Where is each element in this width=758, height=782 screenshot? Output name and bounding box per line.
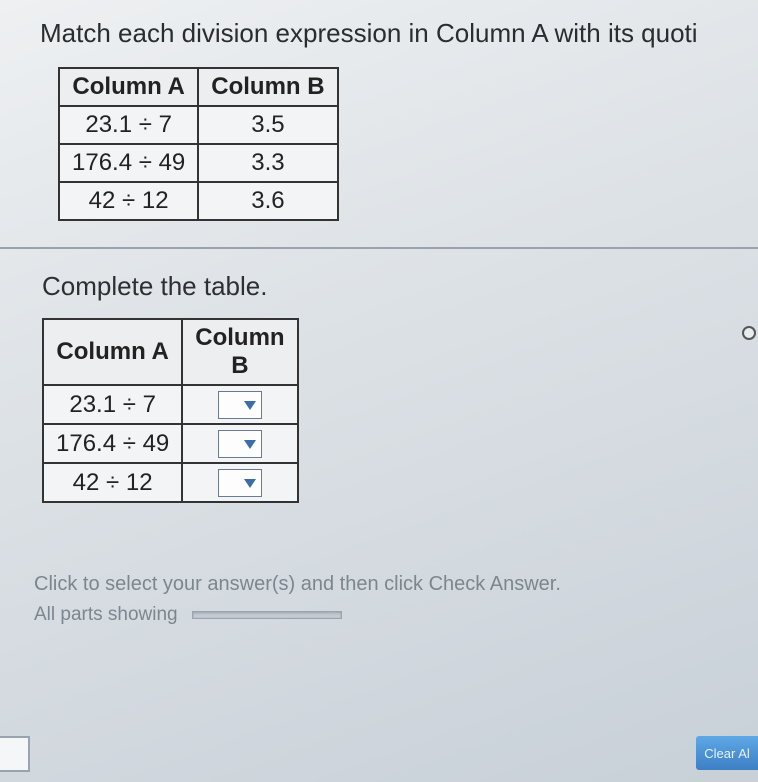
answer-dropdown[interactable] bbox=[218, 430, 262, 458]
ans-header-a: Column A bbox=[43, 319, 182, 385]
chevron-down-icon bbox=[243, 438, 257, 450]
parts-row: All parts showing bbox=[34, 604, 758, 626]
reference-table: Column A Column B 23.1 ÷ 7 3.5 176.4 ÷ 4… bbox=[58, 67, 339, 221]
ref-cell-a: 42 ÷ 12 bbox=[59, 182, 198, 220]
ans-header-b: Column B bbox=[182, 319, 297, 385]
input-box[interactable] bbox=[0, 736, 30, 772]
ans-cell-a: 176.4 ÷ 49 bbox=[43, 424, 182, 463]
resize-handle[interactable] bbox=[742, 326, 756, 340]
ans-cell-b bbox=[182, 385, 297, 424]
table-row: 42 ÷ 12 bbox=[43, 463, 298, 502]
ans-cell-a: 42 ÷ 12 bbox=[43, 463, 182, 502]
worksheet-surface: Match each division expression in Column… bbox=[0, 0, 758, 782]
answer-table: Column A Column B 23.1 ÷ 7 176.4 ÷ 49 42… bbox=[42, 318, 299, 503]
instruction-text: Match each division expression in Column… bbox=[40, 18, 758, 49]
ref-cell-b: 3.5 bbox=[198, 106, 337, 144]
progress-indicator bbox=[192, 611, 342, 619]
section-divider bbox=[0, 247, 758, 249]
table-row: 176.4 ÷ 49 bbox=[43, 424, 298, 463]
parts-label: All parts showing bbox=[34, 604, 178, 626]
clear-all-button[interactable]: Clear Al bbox=[696, 736, 758, 770]
table-row: 23.1 ÷ 7 3.5 bbox=[59, 106, 338, 144]
ans-cell-b bbox=[182, 424, 297, 463]
ref-cell-a: 23.1 ÷ 7 bbox=[59, 106, 198, 144]
chevron-down-icon bbox=[243, 399, 257, 411]
ref-cell-b: 3.3 bbox=[198, 144, 337, 182]
answer-dropdown[interactable] bbox=[218, 391, 262, 419]
ref-header-a: Column A bbox=[59, 68, 198, 106]
table-row: 42 ÷ 12 3.6 bbox=[59, 182, 338, 220]
complete-table-label: Complete the table. bbox=[42, 271, 758, 302]
ref-cell-a: 176.4 ÷ 49 bbox=[59, 144, 198, 182]
ref-cell-b: 3.6 bbox=[198, 182, 337, 220]
ref-header-b: Column B bbox=[198, 68, 337, 106]
chevron-down-icon bbox=[243, 477, 257, 489]
answer-dropdown[interactable] bbox=[218, 469, 262, 497]
ans-cell-b bbox=[182, 463, 297, 502]
ans-cell-a: 23.1 ÷ 7 bbox=[43, 385, 182, 424]
hint-text: Click to select your answer(s) and then … bbox=[34, 573, 758, 596]
table-row: 176.4 ÷ 49 3.3 bbox=[59, 144, 338, 182]
table-row: 23.1 ÷ 7 bbox=[43, 385, 298, 424]
